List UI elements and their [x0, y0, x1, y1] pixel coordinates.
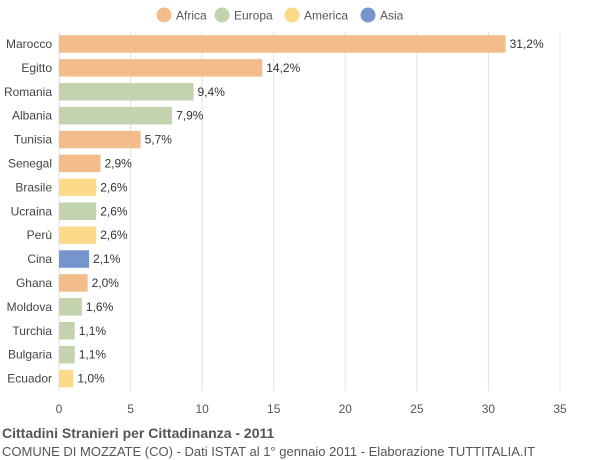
- legend-marker-europa: [214, 7, 230, 23]
- bar-marocco: [59, 35, 506, 53]
- legend-label-america: America: [304, 9, 348, 23]
- value-label-egitto: 14,2%: [266, 61, 300, 75]
- bar-ghana: [59, 274, 88, 292]
- bar-ucraina: [59, 202, 97, 220]
- chart-title: Cittadini Stranieri per Cittadinanza - 2…: [2, 425, 275, 441]
- chart-subtitle: COMUNE DI MOZZATE (CO) - Dati ISTAT al 1…: [2, 444, 536, 459]
- bar-senegal: [59, 154, 101, 173]
- bar-bulgaria: [59, 345, 75, 364]
- bar-romania: [59, 83, 194, 101]
- value-label-senegal: 2,9%: [105, 156, 133, 170]
- legend-label-asia: Asia: [380, 9, 404, 23]
- value-label-ucraina: 2,6%: [100, 204, 128, 218]
- category-label-turchia: Turchia: [12, 324, 52, 338]
- bar-tunisia: [59, 130, 141, 149]
- x-tick-label-10: 10: [195, 402, 209, 416]
- value-label-moldova: 1,6%: [86, 300, 114, 314]
- x-axis-ticks: 0 5 10 15 20 25 30 35: [56, 402, 567, 416]
- category-label-marocco: Marocco: [6, 37, 52, 51]
- category-label-moldova: Moldova: [7, 300, 53, 314]
- value-label-tunisia: 5,7%: [145, 133, 173, 147]
- value-label-romania: 9,4%: [198, 85, 226, 99]
- legend-marker-asia: [360, 7, 376, 23]
- chart-legend: Africa Europa America Asia: [156, 7, 404, 23]
- bar-cina: [59, 250, 90, 268]
- bar-moldova: [59, 298, 82, 316]
- bar-chart: Africa Europa America Asia Marocco 31,2% Egit…: [4, 7, 567, 416]
- x-tick-label-25: 25: [410, 402, 424, 416]
- x-tick-label-35: 35: [553, 402, 567, 416]
- category-label-ucraina: Ucraina: [11, 204, 53, 218]
- x-tick-label-15: 15: [267, 402, 281, 416]
- bar-albania: [59, 106, 173, 125]
- value-label-ghana: 2,0%: [92, 276, 120, 290]
- value-label-brasile: 2,6%: [100, 180, 128, 194]
- x-tick-label-30: 30: [482, 402, 496, 416]
- category-label-peru: Perù: [27, 228, 52, 242]
- category-label-egitto: Egitto: [21, 61, 52, 75]
- legend-marker-america: [284, 7, 300, 23]
- value-label-turchia: 1,1%: [79, 324, 107, 338]
- category-label-cina: Cina: [27, 252, 52, 266]
- value-label-peru: 2,6%: [100, 228, 128, 242]
- bar-egitto: [59, 59, 263, 77]
- bar-turchia: [59, 322, 75, 340]
- x-tick-label-20: 20: [339, 402, 353, 416]
- bar-brasile: [59, 178, 97, 197]
- legend-label-africa: Africa: [176, 9, 207, 23]
- value-label-albania: 7,9%: [176, 109, 204, 123]
- value-label-cina: 2,1%: [93, 252, 121, 266]
- bar-peru: [59, 226, 97, 244]
- legend-label-europa: Europa: [234, 9, 273, 23]
- category-label-albania: Albania: [12, 109, 52, 123]
- category-label-ghana: Ghana: [16, 276, 52, 290]
- category-label-senegal: Senegal: [8, 156, 52, 170]
- category-label-ecuador: Ecuador: [7, 372, 52, 386]
- value-label-marocco: 31,2%: [510, 37, 544, 51]
- category-label-brasile: Brasile: [15, 180, 52, 194]
- bar-ecuador: [59, 369, 74, 388]
- x-tick-label-5: 5: [127, 402, 134, 416]
- chart-bars: Marocco 31,2% Egitto 14,2% Romania 9,4% Albani…: [4, 35, 544, 388]
- value-label-bulgaria: 1,1%: [79, 348, 107, 362]
- x-tick-label-0: 0: [56, 402, 63, 416]
- legend-marker-africa: [156, 7, 172, 23]
- value-label-ecuador: 1,0%: [77, 372, 105, 386]
- category-label-tunisia: Tunisia: [14, 133, 53, 147]
- category-label-bulgaria: Bulgaria: [8, 348, 52, 362]
- category-label-romania: Romania: [4, 85, 52, 99]
